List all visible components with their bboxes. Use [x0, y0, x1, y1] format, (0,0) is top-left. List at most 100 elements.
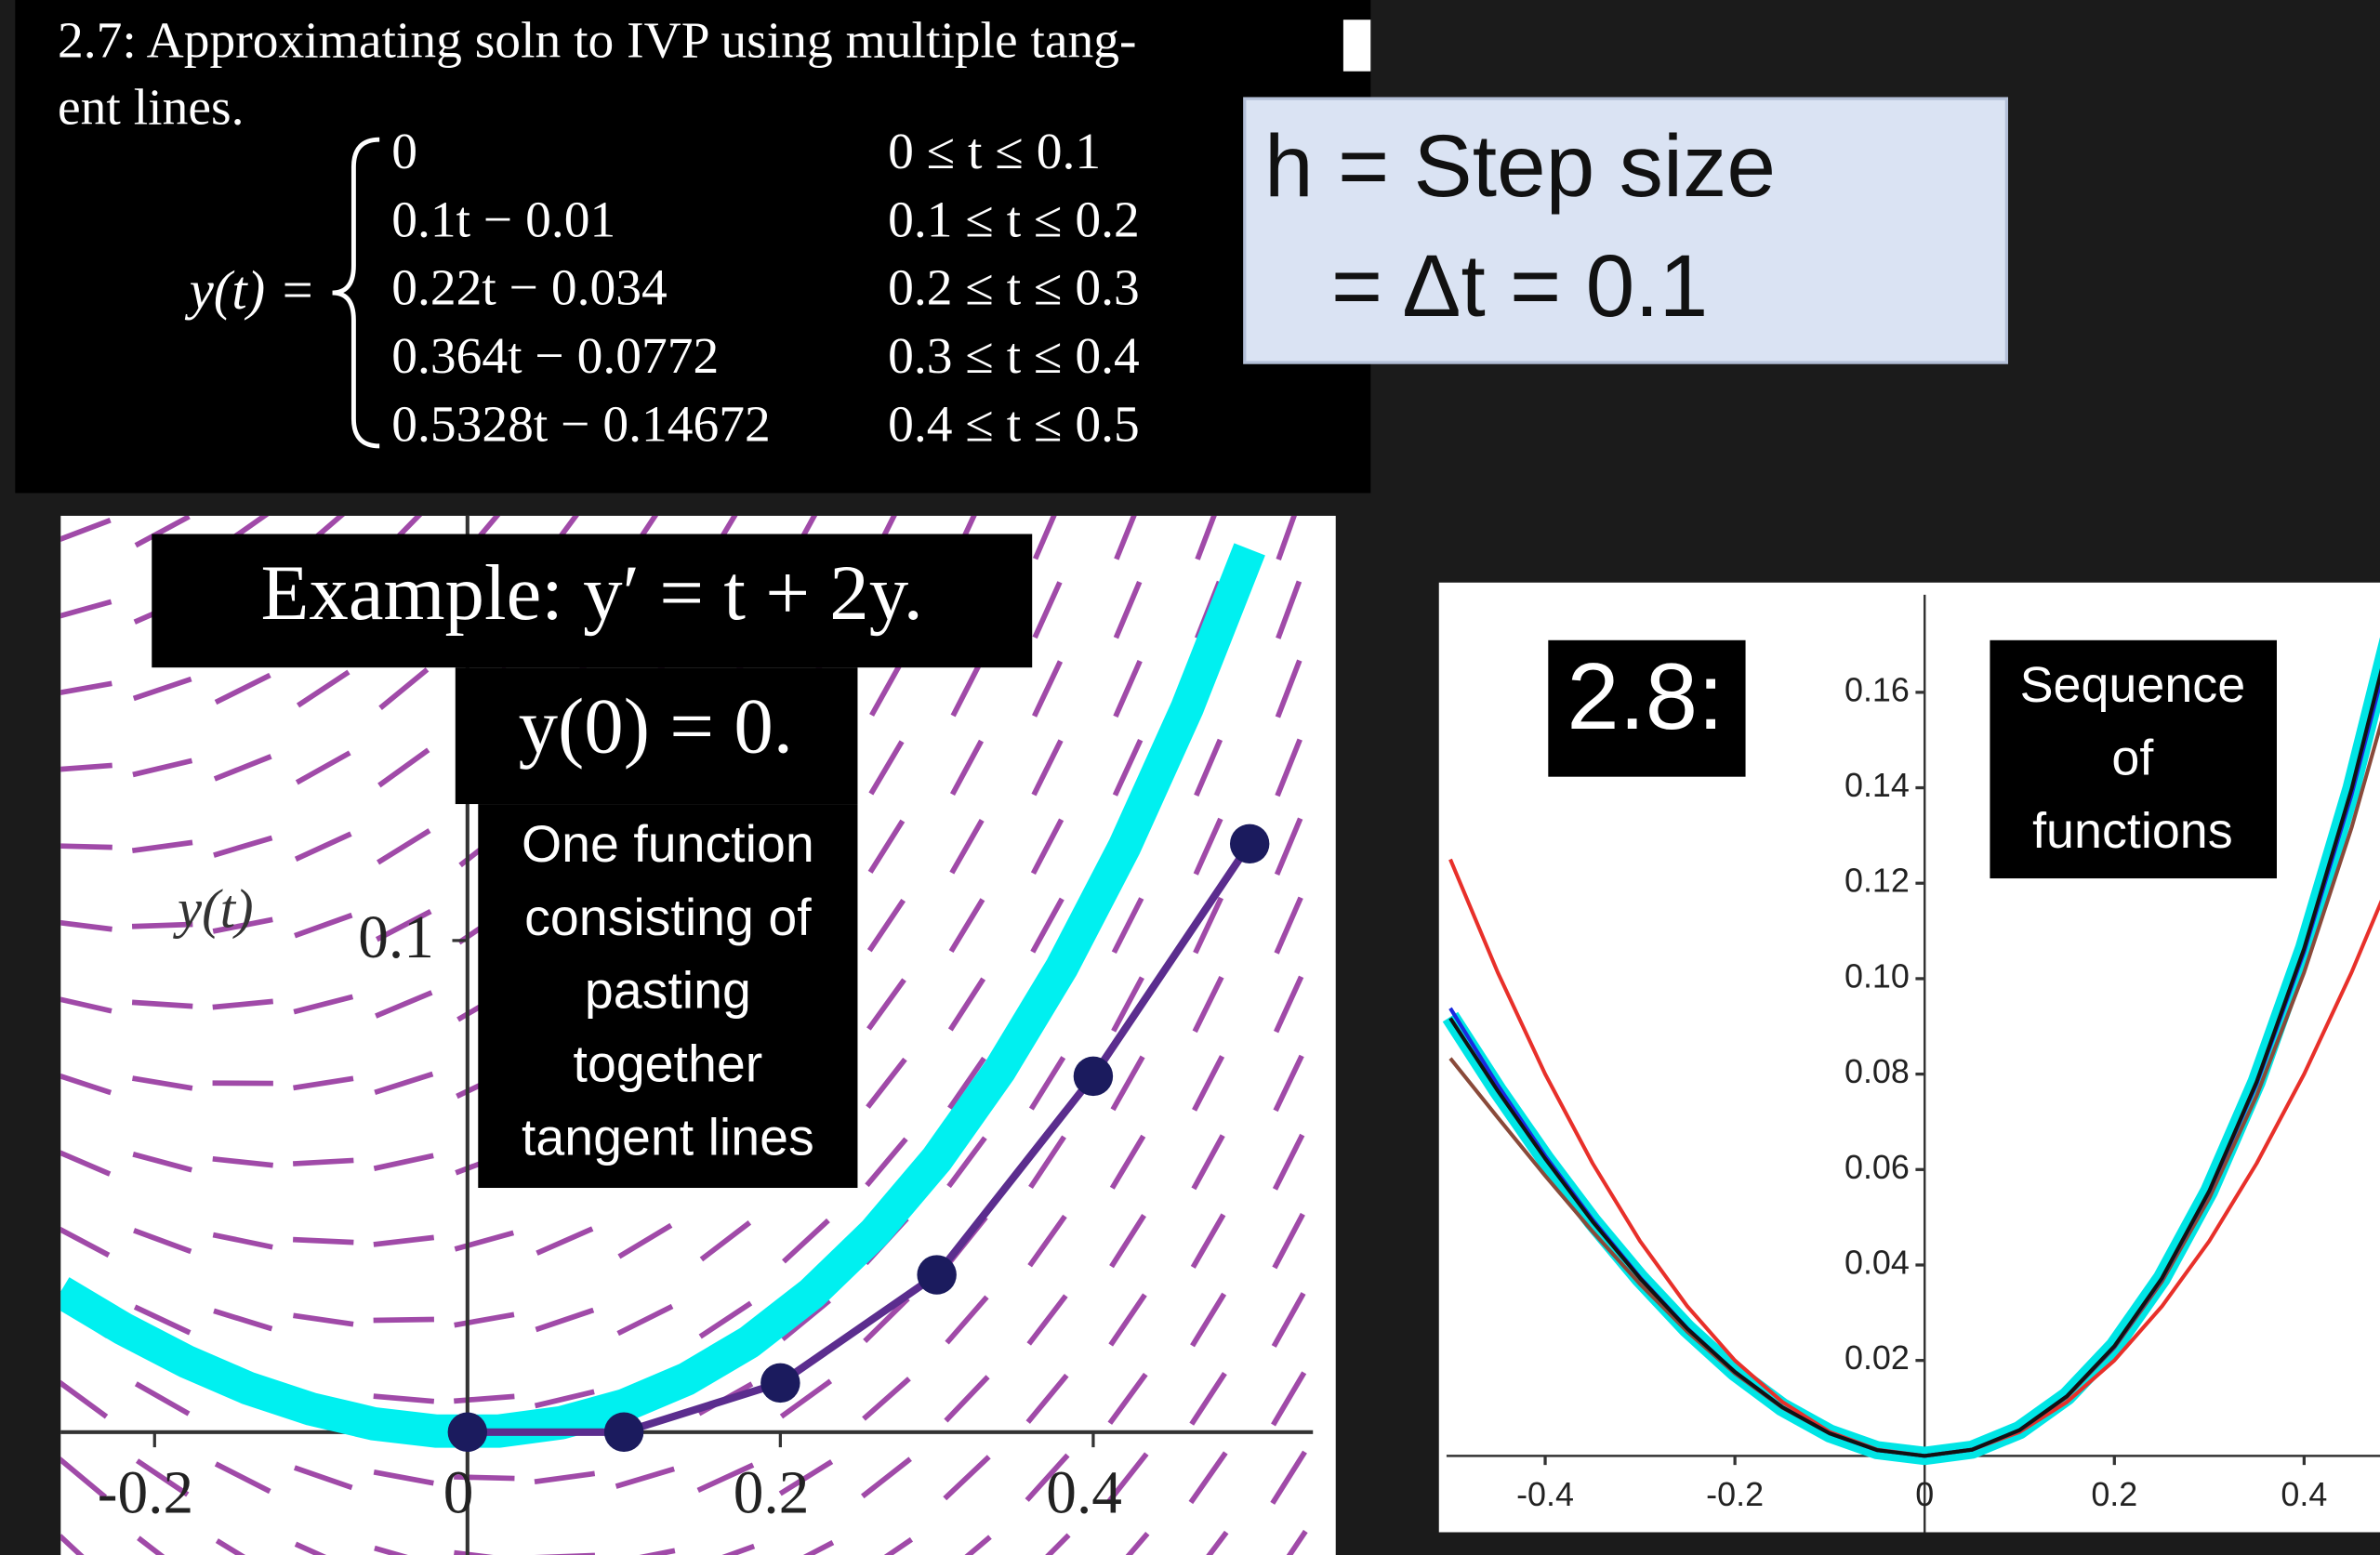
slope-dash — [132, 758, 193, 778]
slope-dash — [1027, 1214, 1067, 1268]
slope-dash — [131, 921, 193, 929]
slope-dash — [1272, 1212, 1305, 1270]
y-tick-label: 0.14 — [1844, 766, 1910, 804]
cursor — [1342, 20, 1371, 72]
formula-expr: 0.5328t − 0.14672 — [391, 397, 771, 454]
x-tick-label: -0.2 — [1706, 1475, 1764, 1513]
slope-dash — [293, 1236, 354, 1245]
slope-dash — [1271, 1371, 1307, 1427]
point — [760, 1363, 800, 1403]
annotation: y(0) = 0. — [519, 682, 793, 770]
point — [917, 1255, 957, 1295]
slope-dash — [1192, 975, 1224, 1034]
slope-dash — [293, 1075, 354, 1091]
slope-dash — [698, 1300, 753, 1339]
point — [1073, 1056, 1114, 1097]
slope-dash — [375, 909, 432, 942]
slope-dash — [863, 1297, 910, 1343]
slope-dash — [60, 919, 112, 932]
slope-dash — [454, 1230, 515, 1252]
slope-dash — [292, 1157, 354, 1166]
step-box — [1243, 97, 2008, 364]
slope-dash — [296, 669, 350, 708]
slope-dash — [1109, 1214, 1147, 1269]
slope-dash — [1276, 580, 1302, 639]
slope-dash — [378, 667, 430, 710]
slope-dash — [374, 1545, 408, 1555]
annotation: Example: y′ = t + 2y. — [261, 549, 923, 637]
x-tick-label: 0 — [443, 1460, 474, 1527]
note-line: One function — [522, 815, 814, 873]
slope-dash — [1273, 1054, 1304, 1113]
slope-dash — [373, 1234, 435, 1247]
slope-dash — [295, 750, 351, 785]
slope-dash — [1114, 515, 1137, 560]
slope-dash — [1286, 1529, 1308, 1555]
formula-cond: 0.3 ≤ t ≤ 0.4 — [888, 328, 1140, 385]
slope-dash — [137, 1535, 165, 1555]
slope-dash — [1193, 817, 1223, 876]
slope-dash — [377, 828, 431, 865]
slope-dash — [1113, 580, 1143, 639]
annotation-box — [455, 667, 858, 805]
slope-dash — [1276, 515, 1297, 560]
slope-dash — [60, 762, 112, 772]
slope-dash — [536, 1226, 594, 1256]
point — [1229, 824, 1270, 864]
header-line: ent lines. — [58, 80, 244, 137]
y-tick-label: 0.1 — [358, 904, 434, 971]
slope-dash — [373, 1153, 434, 1171]
slope-dash — [454, 1393, 515, 1404]
note-line: functions — [2032, 803, 2233, 859]
slope-dash — [213, 835, 273, 858]
slope-dash — [1194, 738, 1223, 797]
note-line: together — [574, 1035, 763, 1093]
slope-dash — [866, 1057, 907, 1109]
slope-dash — [862, 1377, 911, 1421]
slope-dash — [60, 1073, 112, 1096]
slope-dash — [780, 1298, 831, 1341]
slope-dash — [293, 994, 354, 1015]
slope-dash — [948, 898, 985, 954]
slope-dash — [294, 1541, 327, 1555]
slope-dash — [865, 1137, 908, 1188]
slope-dash — [60, 1379, 109, 1419]
slope-dash — [534, 1389, 595, 1409]
annotation-box — [1548, 639, 1746, 777]
slope-dash — [869, 661, 904, 717]
series-line — [467, 841, 1253, 1436]
slope-dash — [1028, 1135, 1066, 1190]
slope-dash — [779, 1378, 833, 1419]
slope-dash — [944, 1375, 990, 1423]
slope-dash — [133, 1228, 192, 1255]
slope-dash — [1025, 1373, 1069, 1424]
step-line: = Δt = 0.1 — [1331, 237, 1708, 336]
y-tick-label: 0.08 — [1844, 1052, 1910, 1090]
series-line — [1448, 668, 2380, 1458]
formula-rows: 0 0 ≤ t ≤ 0.1 0.1t − 0.01 0.1 ≤ t ≤ 0.2 0.22… — [391, 124, 1140, 454]
slope-dash — [1271, 1292, 1306, 1348]
slope-dash — [1028, 1056, 1066, 1111]
slope-dash — [949, 739, 985, 796]
slope-dash — [373, 1393, 435, 1404]
slope-dash — [133, 1304, 192, 1336]
slope-dash — [1274, 896, 1303, 955]
note-line: consisting of — [524, 889, 812, 946]
formula-expr: 0 — [391, 124, 417, 180]
slope-dash — [131, 999, 193, 1009]
note-line: Sequence — [2020, 657, 2246, 713]
slope-dash — [947, 977, 986, 1032]
slope-dash — [1113, 659, 1143, 718]
slope-dash — [60, 1226, 111, 1258]
brace — [332, 137, 380, 449]
y-tick-label: 0.10 — [1844, 956, 1910, 995]
x-tick-label: 0.2 — [2091, 1475, 2137, 1513]
slope-dash — [946, 1136, 987, 1189]
slope-dash — [866, 898, 906, 953]
slope-dash — [964, 1535, 992, 1555]
point — [447, 1412, 488, 1452]
slope-dash — [213, 1308, 273, 1332]
slope-dash — [1032, 515, 1057, 560]
point — [603, 1412, 644, 1452]
